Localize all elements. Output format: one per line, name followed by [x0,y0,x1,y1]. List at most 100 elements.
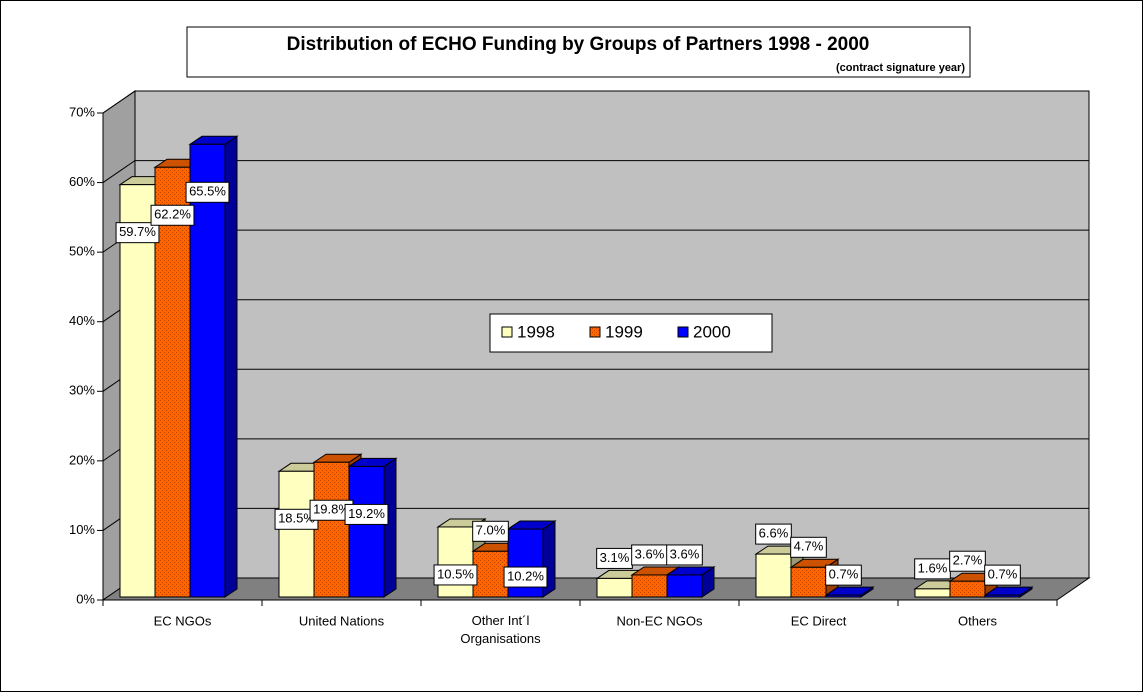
data-label-box [984,564,1021,586]
data-label-box [115,222,160,244]
data-label: 0.7% [829,567,859,582]
data-label-group: 4.7% [790,536,827,558]
bar-front [755,553,792,598]
bar [665,566,716,598]
y-tick-label: 70% [69,104,95,119]
data-label-group: 10.2% [503,566,548,588]
data-label-group: 3.6% [666,544,703,566]
data-label-box [503,566,548,588]
data-label-box [185,181,230,203]
data-label-group: 1.6% [914,558,951,580]
data-label: 4.7% [794,539,824,554]
grid-line [102,90,136,114]
x-tick-label: EC Direct [791,613,847,628]
bar [188,135,239,598]
title-box [186,26,971,78]
data-label-group: 2.7% [949,550,986,572]
bar-front [666,574,703,598]
y-tick-label: 0% [76,591,95,606]
data-label-box [825,564,862,586]
data-label: 3.6% [670,546,700,561]
data-label-box [790,536,827,558]
data-label-group: 0.7% [984,564,1021,586]
chart-title: Distribution of ECHO Funding by Groups o… [287,34,870,55]
data-label: 19.2% [348,506,385,521]
data-label-box [433,564,478,586]
data-label-box [755,523,792,545]
x-tick-label: United Nations [299,613,385,628]
data-label-box [949,550,986,572]
bar-front [949,580,986,598]
data-label-group: 19.2% [344,503,389,525]
bar-front [313,461,350,598]
data-label: 0.7% [988,567,1018,582]
y-tick-label: 50% [69,244,95,259]
data-label: 1.6% [918,560,948,575]
chart-subtitle: (contract signature year) [836,62,965,74]
data-label-group: 7.0% [472,520,509,542]
bar-front [119,184,156,598]
legend-swatch [501,326,513,338]
data-label-group: 19.8% [309,499,354,521]
y-tick-label: 20% [69,452,95,467]
y-tick-label: 60% [69,174,95,189]
data-label: 65.5% [189,184,226,199]
bar-front [631,574,668,598]
data-label: 18.5% [278,511,315,526]
legend-label: 1998 [517,322,555,341]
x-tick-label: EC NGOs [154,613,212,628]
data-label: 59.7% [119,224,156,239]
y-tick-label: 30% [69,383,95,398]
legend-label: 1999 [605,322,643,341]
data-label-box [150,204,195,226]
data-label-group: 18.5% [274,508,319,530]
data-label-box [344,503,389,525]
bar-front [790,566,827,598]
y-tick-label: 10% [69,522,95,537]
x-tick-label: Others [958,613,998,628]
data-label: 6.6% [759,526,789,541]
data-label-group: 0.7% [825,564,862,586]
data-label-group: 3.6% [631,544,668,566]
legend-label: 2000 [693,322,731,341]
bar-front [278,470,315,598]
bar [824,586,875,598]
legend-swatch [677,326,689,338]
data-label-group: 3.1% [596,547,633,569]
x-tick-label: Non-EC NGOs [617,613,703,628]
data-label-group: 59.7% [115,222,160,244]
data-label: 3.6% [635,546,665,561]
data-label-group: 62.2% [150,204,195,226]
data-label: 7.0% [476,523,506,538]
plot-area: 0% 10% 20% 30% 40% 50% 60% 70% EC NGOs United Nat… [69,90,1091,646]
data-label-group: 65.5% [185,181,230,203]
data-label: 2.7% [953,553,983,568]
x-tick-label: Other Int´l Organisations [460,613,541,646]
bar-front [825,594,862,598]
bar-front [984,594,1021,598]
bar-front [348,465,385,598]
legend-box [489,313,773,353]
bar-side [383,457,397,598]
bar [347,457,398,598]
bar-front [472,550,509,598]
data-label-box [666,544,703,566]
bar [983,586,1034,598]
bar-side [224,135,238,598]
data-label-box [472,520,509,542]
bar-front [154,166,191,598]
data-label: 10.2% [507,568,544,583]
bar-front [596,577,633,598]
data-label: 3.1% [600,550,630,565]
legend: 1998 1999 2000 [489,313,773,353]
data-label-group: 6.6% [755,523,792,545]
bar-front [914,588,951,598]
legend-swatch [589,326,601,338]
data-label: 19.8% [313,502,350,517]
bar [789,558,840,598]
grid-line [102,160,136,183]
bar-front [189,143,226,598]
y-tick-label: 40% [69,313,95,328]
data-label: 10.5% [437,566,474,581]
